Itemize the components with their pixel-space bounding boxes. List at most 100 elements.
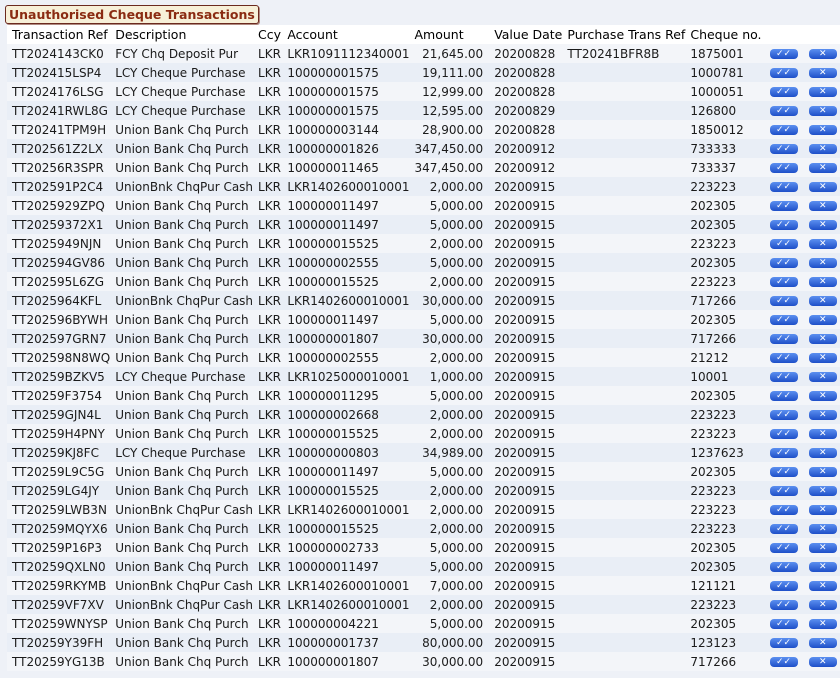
transactions-table: Transaction Ref Description Ccy Account … — [7, 25, 840, 671]
cell-value-date: 20200828 — [494, 65, 556, 80]
cell-account: 100000011465 — [287, 160, 379, 175]
reject-button[interactable]: ✕ — [808, 448, 837, 458]
reject-button[interactable]: ✕ — [808, 49, 837, 59]
reject-button[interactable]: ✕ — [808, 505, 837, 515]
authorise-button[interactable]: ✓✓ — [769, 562, 798, 572]
reject-button[interactable]: ✕ — [808, 467, 837, 477]
authorise-button[interactable]: ✓✓ — [769, 163, 798, 173]
reject-button[interactable]: ✕ — [808, 258, 837, 268]
authorise-button[interactable]: ✓✓ — [769, 581, 798, 591]
authorise-button[interactable]: ✓✓ — [769, 486, 798, 496]
cell-description: Union Bank Chq Purch — [115, 274, 249, 289]
reject-button[interactable]: ✕ — [808, 524, 837, 534]
authorise-button[interactable]: ✓✓ — [769, 524, 798, 534]
reject-button[interactable]: ✕ — [808, 182, 837, 192]
cell-ccy: LKR — [258, 388, 281, 403]
authorise-button[interactable]: ✓✓ — [769, 87, 798, 97]
reject-button[interactable]: ✕ — [808, 106, 837, 116]
cell-amount: 5,000.00 — [429, 198, 484, 213]
authorise-button[interactable]: ✓✓ — [769, 638, 798, 648]
reject-button[interactable]: ✕ — [808, 296, 837, 306]
authorise-button[interactable]: ✓✓ — [769, 391, 798, 401]
reject-button[interactable]: ✕ — [808, 657, 837, 667]
reject-button[interactable]: ✕ — [808, 619, 837, 629]
authorise-button[interactable]: ✓✓ — [769, 467, 798, 477]
authorise-button[interactable]: ✓✓ — [769, 600, 798, 610]
reject-button[interactable]: ✕ — [808, 220, 837, 230]
authorise-button[interactable]: ✓✓ — [769, 239, 798, 249]
reject-button[interactable]: ✕ — [808, 410, 837, 420]
reject-button[interactable]: ✕ — [808, 353, 837, 363]
cell-ccy: LKR — [258, 198, 281, 213]
authorise-button[interactable]: ✓✓ — [769, 334, 798, 344]
authorise-cell: ✓✓ — [762, 234, 801, 253]
reject-button[interactable]: ✕ — [808, 68, 837, 78]
reject-button[interactable]: ✕ — [808, 315, 837, 325]
authorise-button[interactable]: ✓✓ — [769, 353, 798, 363]
authorise-button[interactable]: ✓✓ — [769, 258, 798, 268]
cell-amount: 2,000.00 — [429, 483, 484, 498]
check-icon: ✓✓ — [775, 87, 792, 97]
reject-button[interactable]: ✕ — [808, 581, 837, 591]
authorise-button[interactable]: ✓✓ — [769, 201, 798, 211]
reject-button[interactable]: ✕ — [808, 144, 837, 154]
reject-button[interactable]: ✕ — [808, 391, 837, 401]
reject-button[interactable]: ✕ — [808, 372, 837, 382]
authorise-cell: ✓✓ — [762, 633, 801, 652]
authorise-button[interactable]: ✓✓ — [769, 125, 798, 135]
reject-button[interactable]: ✕ — [808, 638, 837, 648]
authorise-button[interactable]: ✓✓ — [769, 657, 798, 667]
cell-value-date: 20200915 — [494, 407, 556, 422]
reject-cell: ✕ — [801, 196, 840, 215]
authorise-button[interactable]: ✓✓ — [769, 315, 798, 325]
reject-button[interactable]: ✕ — [808, 125, 837, 135]
authorise-button[interactable]: ✓✓ — [769, 429, 798, 439]
cell-amount: 347,450.00 — [414, 141, 484, 156]
reject-button[interactable]: ✕ — [808, 543, 837, 553]
column-header-ccy: Ccy — [253, 25, 283, 44]
close-icon: ✕ — [818, 277, 827, 287]
authorise-cell: ✓✓ — [762, 177, 801, 196]
close-icon: ✕ — [818, 182, 827, 192]
cell-amount: 30,000.00 — [422, 654, 484, 669]
reject-button[interactable]: ✕ — [808, 163, 837, 173]
cell-transaction-ref: TT2025949NJN — [12, 236, 102, 251]
cell-value-date: 20200829 — [494, 103, 556, 118]
cell-cheque-no: 202305 — [690, 312, 737, 327]
reject-button[interactable]: ✕ — [808, 239, 837, 249]
reject-cell: ✕ — [801, 63, 840, 82]
table-row: TT20259F3754 Union Bank Chq Purch LKR 10000… — [7, 386, 840, 405]
reject-button[interactable]: ✕ — [808, 201, 837, 211]
cell-description: Union Bank Chq Purch — [115, 616, 249, 631]
authorise-cell: ✓✓ — [762, 348, 801, 367]
authorise-button[interactable]: ✓✓ — [769, 182, 798, 192]
cell-transaction-ref: TT202596BYWH — [12, 312, 109, 327]
reject-button[interactable]: ✕ — [808, 600, 837, 610]
authorise-button[interactable]: ✓✓ — [769, 296, 798, 306]
reject-button[interactable]: ✕ — [808, 277, 837, 287]
reject-button[interactable]: ✕ — [808, 87, 837, 97]
authorise-cell: ✓✓ — [762, 215, 801, 234]
reject-button[interactable]: ✕ — [808, 429, 837, 439]
authorise-button[interactable]: ✓✓ — [769, 49, 798, 59]
authorise-button[interactable]: ✓✓ — [769, 68, 798, 78]
authorise-button[interactable]: ✓✓ — [769, 448, 798, 458]
cell-transaction-ref: TT20259MQYX6 — [12, 521, 108, 536]
reject-button[interactable]: ✕ — [808, 562, 837, 572]
authorise-button[interactable]: ✓✓ — [769, 277, 798, 287]
reject-button[interactable]: ✕ — [808, 486, 837, 496]
cell-description: FCY Chq Deposit Pur — [115, 46, 239, 61]
cell-description: Union Bank Chq Purch — [115, 426, 249, 441]
authorise-button[interactable]: ✓✓ — [769, 220, 798, 230]
authorise-button[interactable]: ✓✓ — [769, 410, 798, 420]
cell-purchase-trans-ref — [562, 158, 685, 177]
authorise-button[interactable]: ✓✓ — [769, 372, 798, 382]
authorise-button[interactable]: ✓✓ — [769, 505, 798, 515]
authorise-button[interactable]: ✓✓ — [769, 619, 798, 629]
authorise-button[interactable]: ✓✓ — [769, 144, 798, 154]
authorise-button[interactable]: ✓✓ — [769, 543, 798, 553]
cell-ccy: LKR — [258, 464, 281, 479]
authorise-button[interactable]: ✓✓ — [769, 106, 798, 116]
cell-description: Union Bank Chq Purch — [115, 407, 249, 422]
reject-button[interactable]: ✕ — [808, 334, 837, 344]
